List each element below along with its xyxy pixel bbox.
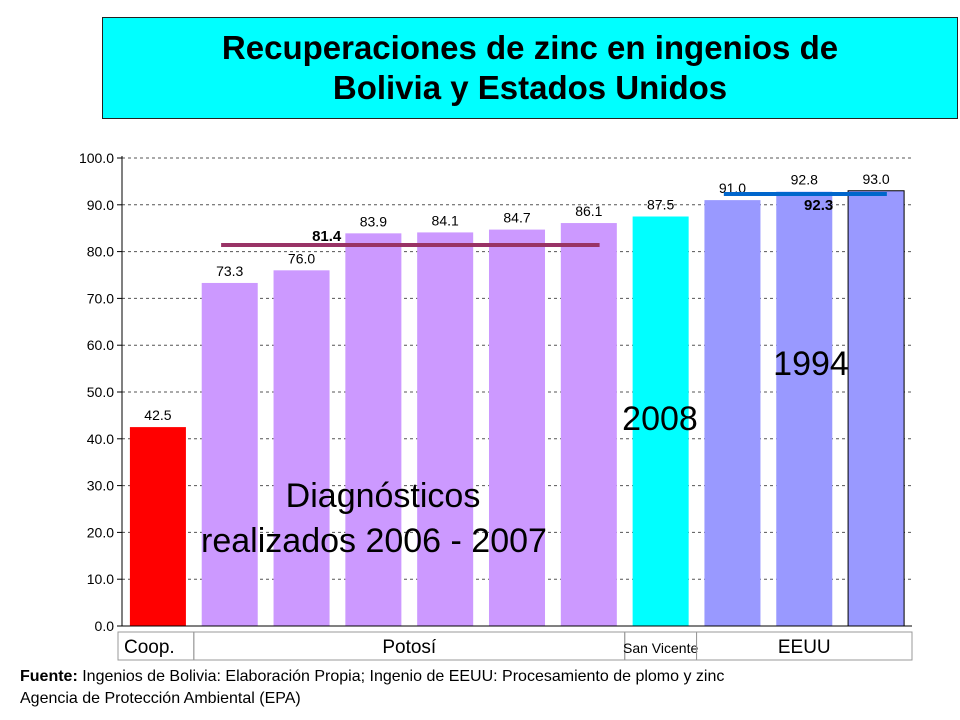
bar [417, 232, 474, 627]
bar-chart: 0.0 10.0 20.0 30.0 40.0 50.0 60.0 70.0 80.0 90.0 1… [79, 150, 913, 661]
annotation-2008: 2008 [622, 400, 698, 438]
source-line-2: Agencia de Protección Ambiental (EPA) [20, 690, 301, 707]
source-footnote: Fuente: Ingenios de Bolivia: Elaboración… [20, 666, 950, 710]
bar-value-label: 86.1 [575, 203, 602, 219]
bar [488, 229, 546, 626]
chart-title-line-1: Recuperaciones de zinc en ingenios de [221, 29, 839, 66]
y-tick-label: 20.0 [87, 524, 114, 540]
y-tick-label: 70.0 [87, 290, 114, 306]
bar [632, 216, 689, 626]
bar [847, 190, 905, 627]
y-tick-label: 90.0 [87, 197, 114, 213]
group-average-label: 81.4 [312, 228, 342, 245]
y-tick-label: 40.0 [87, 431, 114, 447]
group-average-label: 92.3 [804, 197, 833, 214]
source-label: Fuente: [20, 668, 78, 685]
y-tick-label: 0.0 [95, 618, 115, 634]
source-line-1: Ingenios de Bolivia: Elaboración Propia;… [77, 668, 725, 685]
bar [273, 270, 330, 626]
bar [345, 233, 402, 626]
bar-value-label: 84.1 [432, 212, 459, 228]
bar [560, 223, 617, 626]
category-group-box [696, 631, 913, 661]
bar-value-label: 76.0 [288, 250, 315, 266]
y-tick-label: 30.0 [87, 478, 114, 494]
bar [704, 200, 761, 626]
annotation-diagnosticos: Diagnósticos [286, 477, 481, 515]
bar [129, 427, 186, 626]
bar-value-label: 87.5 [647, 197, 674, 213]
y-tick-label: 50.0 [87, 384, 114, 400]
bar [201, 282, 258, 626]
y-tick-label: 60.0 [87, 337, 114, 353]
bar [776, 191, 833, 627]
chart-title-box: Recuperaciones de zinc en ingenios de Bo… [102, 17, 958, 119]
bar-value-label: 84.7 [503, 210, 530, 226]
category-group-label: Potosí [382, 637, 437, 658]
y-tick-label: 80.0 [87, 244, 114, 260]
bar-value-label: 92.8 [791, 172, 818, 188]
annotation-1994: 1994 [773, 345, 849, 383]
chart-title-line-2: Bolivia y Estados Unidos [332, 69, 728, 106]
bar-value-label: 93.0 [862, 171, 889, 187]
category-group-label: Coop. [124, 637, 175, 658]
bar-value-label: 73.3 [216, 263, 243, 279]
y-tick-label: 100.0 [79, 150, 114, 166]
y-tick-label: 10.0 [87, 571, 114, 587]
bar-value-label: 42.5 [144, 407, 171, 423]
category-group-label: San Vicente [623, 640, 698, 656]
bar-value-label: 83.9 [360, 213, 387, 229]
category-group-label: EEUU [778, 637, 831, 658]
annotation-diagnosticos: realizados 2006 - 2007 [201, 522, 547, 560]
